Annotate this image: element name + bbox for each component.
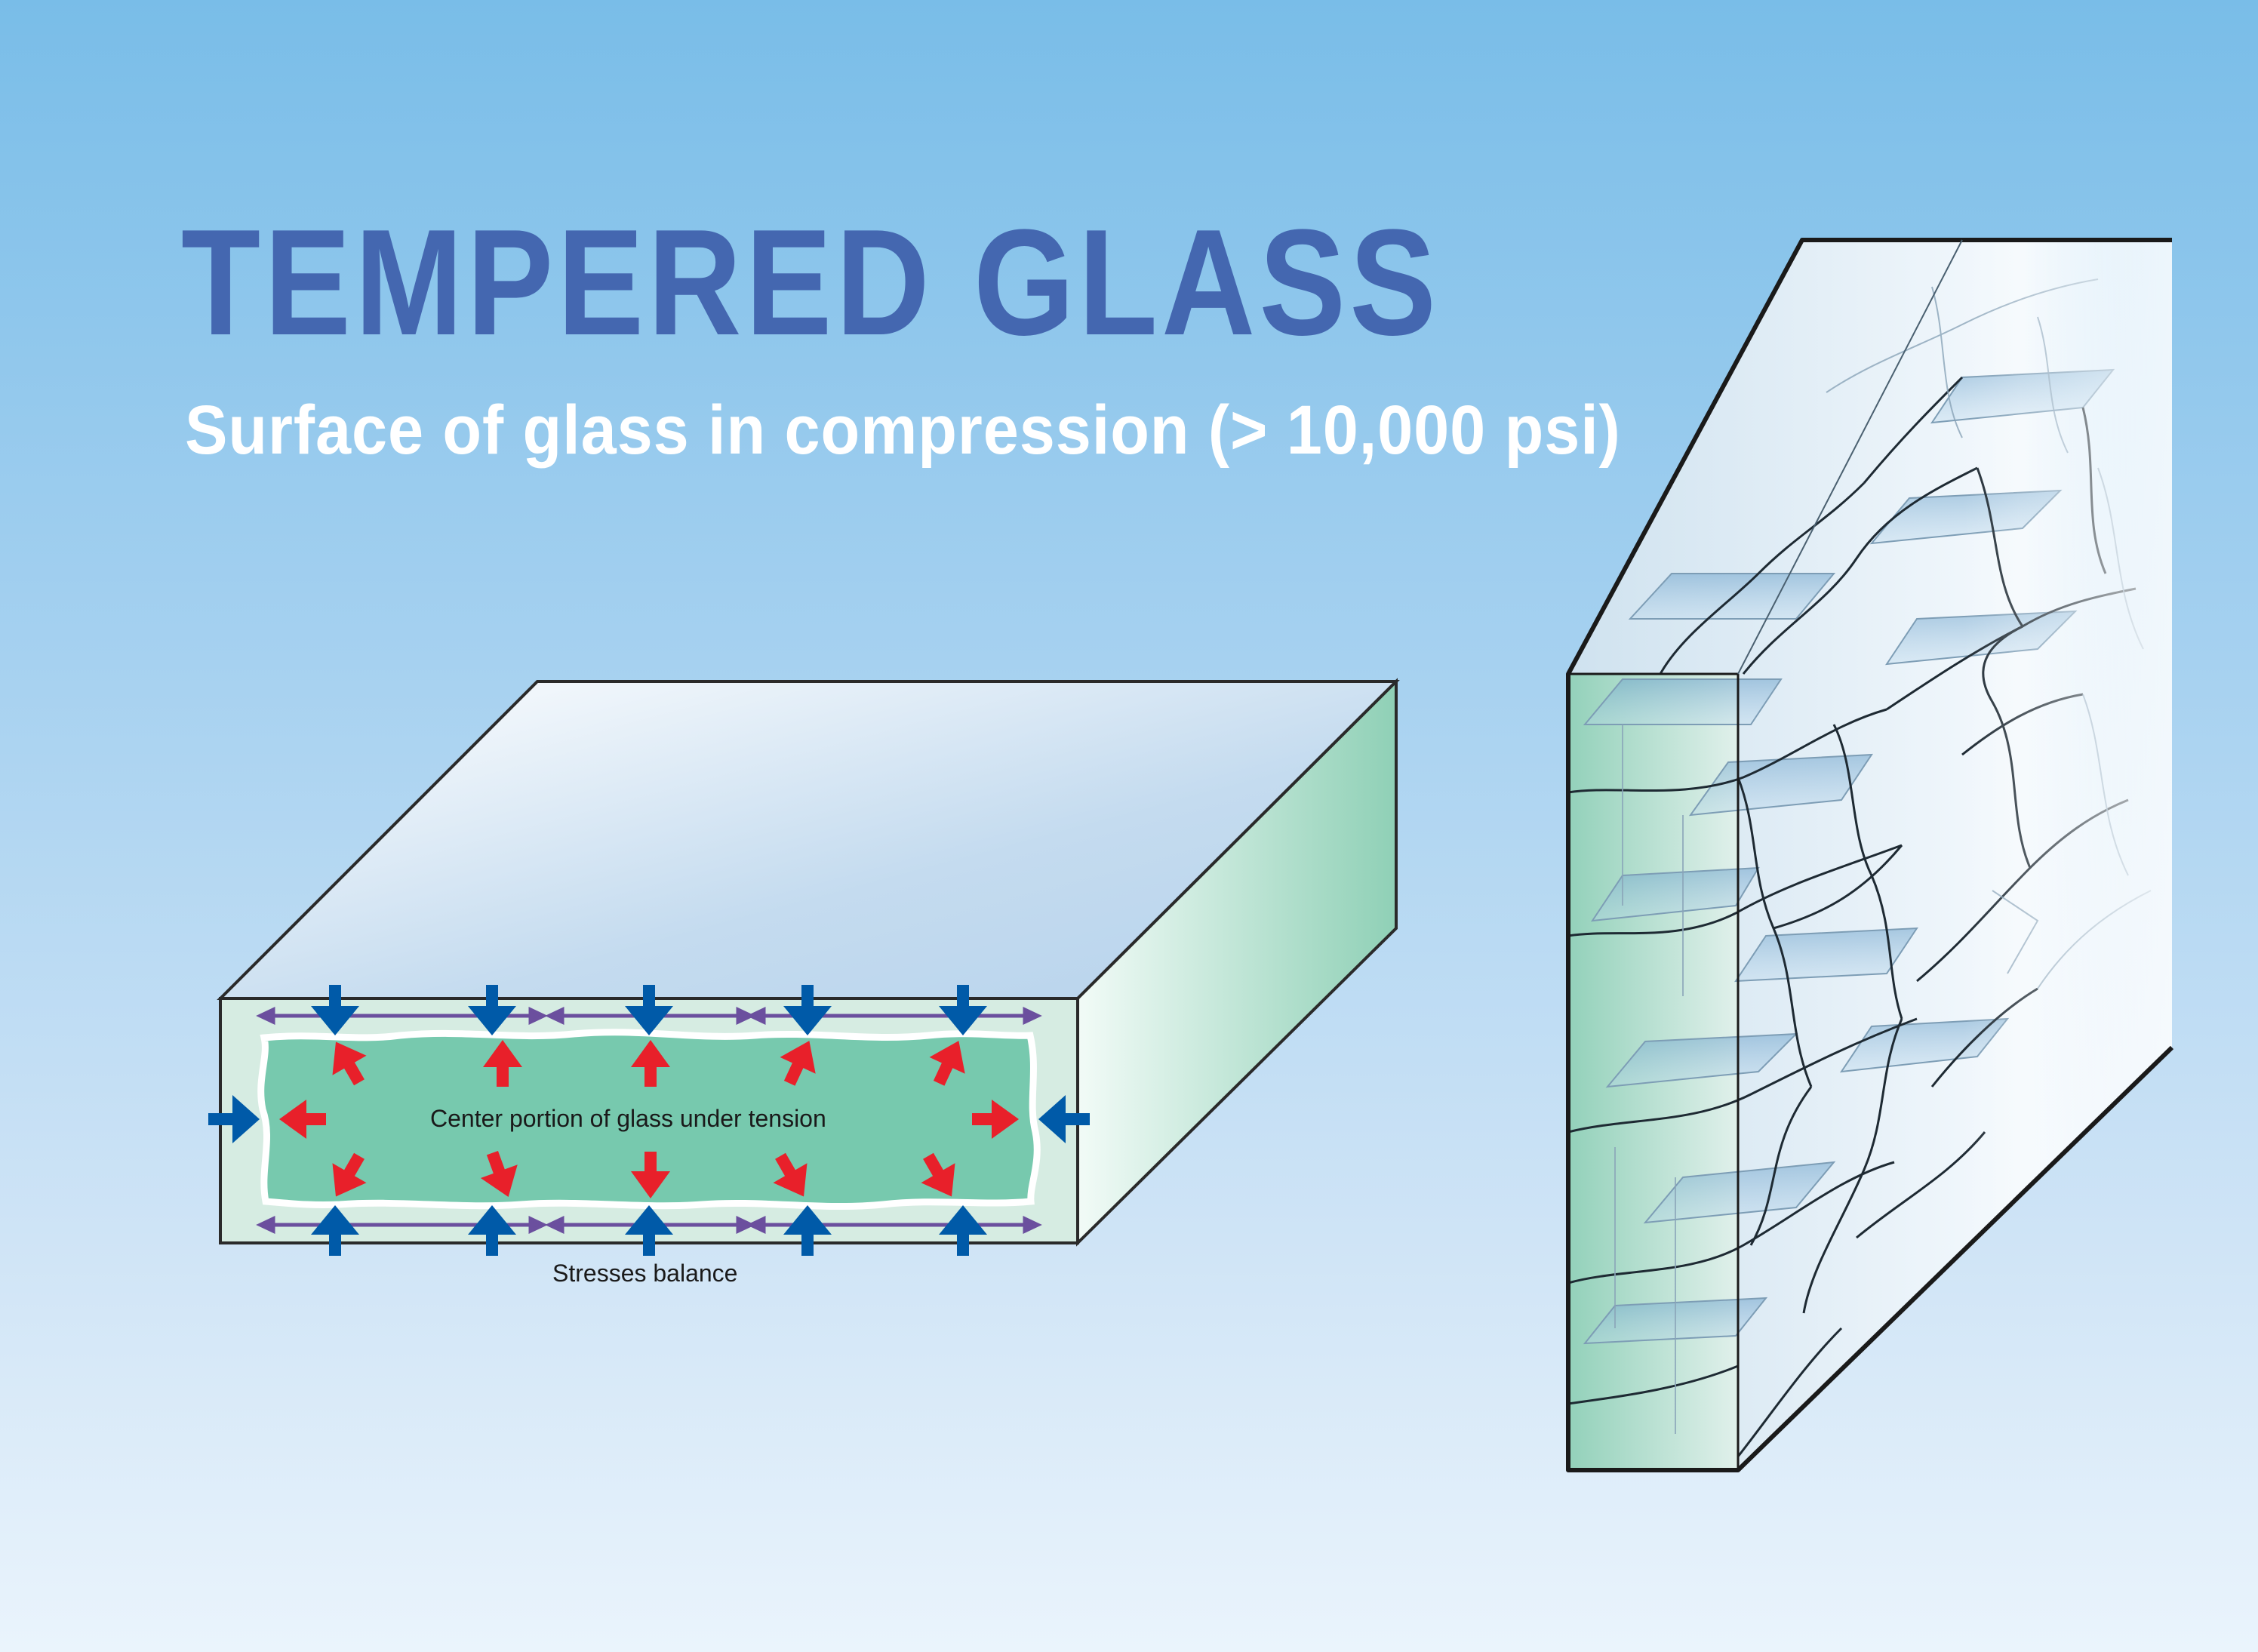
compression-arrow-icon [625,1205,673,1256]
compression-arrow-icon [939,985,987,1035]
balance-label: Stresses balance [552,1260,737,1287]
tension-arrow-icon [773,1152,808,1197]
plate-fade [1962,240,2172,1253]
fractured-glass-plate [1566,238,2174,1472]
tension-arrow-icon [972,1100,1019,1139]
compression-arrow-icon [1038,1095,1090,1143]
compression-arrow-icon [939,1205,987,1256]
tension-arrow-icon [631,1040,670,1087]
tension-arrow-icon [279,1100,326,1139]
tension-arrow-icon [780,1041,816,1086]
tension-arrow-icon [332,1041,367,1086]
compression-arrow-icon [468,985,516,1035]
tension-zone [257,1029,1041,1211]
compression-arrow-icon [783,985,832,1035]
glass-block [217,678,1400,1247]
compression-arrow-icon [311,1205,359,1256]
tension-arrows [279,1040,1019,1198]
diagram-subtitle: Surface of glass in compression (> 10,00… [185,392,1621,469]
tension-arrow-icon [483,1040,522,1087]
compression-arrow-icon [208,1095,260,1143]
tension-arrow-icon [631,1152,670,1198]
plate-outline [1566,238,2174,1472]
compression-arrow-icon [311,985,359,1035]
compression-arrow-icon [625,985,673,1035]
tension-arrow-icon [929,1041,965,1086]
compression-arrow-icon [783,1205,832,1256]
tension-arrow-icon [921,1152,955,1197]
compression-arrows [208,985,1090,1256]
tension-arrow-icon [332,1152,367,1197]
tension-arrow-icon [480,1150,518,1197]
compression-arrow-icon [468,1205,516,1256]
diagram-title: TEMPERED GLASS [181,198,1441,367]
tension-label: Center portion of glass under tension [430,1105,826,1132]
